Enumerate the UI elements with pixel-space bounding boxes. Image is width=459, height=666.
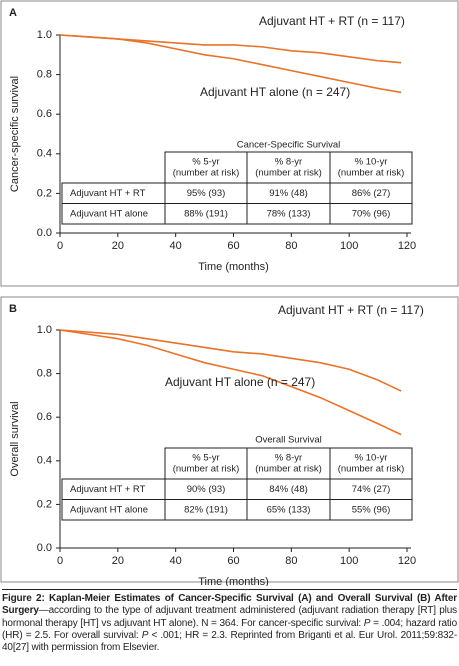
y-tick-label: 0.8 [37, 69, 52, 81]
row-label: Adjuvant HT + RT [70, 188, 146, 199]
table-cell: 91% (48) [269, 188, 308, 199]
survival-curve [59, 329, 402, 392]
table-cell: 78% (133) [267, 208, 311, 219]
x-tick-label: 40 [170, 240, 182, 252]
row-label: Adjuvant HT alone [70, 208, 148, 219]
y-tick-label: 0.0 [37, 542, 52, 554]
column-header: % 8-yr [275, 157, 302, 168]
table-cell: 74% (27) [352, 484, 391, 495]
table-cell: 86% (27) [352, 188, 391, 199]
x-tick-label: 80 [285, 240, 297, 252]
y-tick-label: 0.2 [37, 498, 52, 510]
x-tick-label: 20 [112, 240, 124, 252]
caption: Figure 2: Kaplan-Meier Estimates of Canc… [2, 589, 457, 654]
y-tick-label: 0.2 [37, 187, 52, 199]
survival-curve [59, 34, 402, 94]
x-axis-label: Time (months) [198, 576, 269, 586]
y-tick-label: 0.6 [37, 108, 52, 120]
column-subheader: (number at risk) [255, 168, 322, 179]
column-header: % 10-yr [355, 157, 388, 168]
y-tick-label: 0.4 [37, 148, 52, 160]
figure: A 0.0 0.2 0.4 0.6 0.8 1.0 0 20 40 60 80 100 120 Time (… [0, 0, 459, 586]
table-title: Cancer-Specific Survival [237, 140, 340, 151]
table-cell: 82% (191) [184, 504, 228, 515]
panel-border [0, 0, 459, 287]
table-cell: 90% (93) [187, 484, 226, 495]
x-axis-label: Time (months) [198, 261, 269, 273]
curve-label: Adjuvant HT alone (n = 247) [165, 375, 315, 389]
column-header: % 5-yr [192, 157, 219, 168]
table-cell: 55% (96) [352, 504, 391, 515]
table-cell: 65% (133) [267, 504, 311, 515]
table-cell: 88% (191) [184, 208, 228, 219]
x-tick-label: 0 [57, 240, 63, 252]
column-subheader: (number at risk) [338, 464, 405, 475]
survival-curve [59, 329, 402, 436]
column-header: % 10-yr [355, 453, 388, 464]
y-axis-label: Cancer-specific survival [9, 76, 21, 192]
column-subheader: (number at risk) [338, 168, 405, 179]
caption-text: —according to the type of adjuvant treat… [2, 605, 457, 629]
x-tick-label: 120 [398, 555, 416, 567]
x-tick-label: 40 [170, 555, 182, 567]
column-subheader: (number at risk) [255, 464, 322, 475]
panel-border [0, 296, 459, 583]
table-cell: 84% (48) [269, 484, 308, 495]
caption-text: Figure 2: Kaplan-Meier Estimates of Canc… [2, 593, 457, 617]
table-cell: 70% (96) [352, 208, 391, 219]
column-subheader: (number at risk) [173, 168, 240, 179]
y-tick-label: 0.8 [37, 368, 52, 380]
y-tick-label: 0.6 [37, 411, 52, 423]
x-tick-label: 100 [340, 240, 358, 252]
table-head-bg [164, 447, 413, 480]
x-tick-label: 60 [227, 240, 239, 252]
curve-label: Adjuvant HT + RT (n = 117) [278, 303, 424, 317]
panel-label: A [9, 7, 17, 19]
column-header: % 5-yr [192, 453, 219, 464]
column-header: % 8-yr [275, 453, 302, 464]
y-tick-label: 1.0 [37, 324, 52, 336]
panel-label: B [9, 303, 17, 315]
x-tick-label: 0 [57, 555, 63, 567]
y-tick-label: 1.0 [37, 29, 52, 41]
x-tick-label: 20 [112, 555, 124, 567]
caption-text: P [141, 629, 149, 641]
table-cell: 95% (93) [187, 188, 226, 199]
table-head-bg [164, 151, 413, 184]
x-tick-label: 80 [285, 555, 297, 567]
y-axis-label: Overall survival [9, 401, 21, 476]
y-tick-label: 0.4 [37, 455, 52, 467]
caption-text: < .001; HR = 2.3. Reprinted from Brigant… [2, 629, 457, 654]
curve-label: Adjuvant HT + RT (n = 117) [259, 14, 405, 28]
row-label: Adjuvant HT alone [70, 504, 148, 515]
x-tick-label: 120 [398, 240, 416, 252]
column-subheader: (number at risk) [173, 464, 240, 475]
curve-label: Adjuvant HT alone (n = 247) [200, 85, 350, 99]
table-title: Overall Survival [255, 435, 322, 446]
row-label: Adjuvant HT + RT [70, 484, 146, 495]
y-tick-label: 0.0 [37, 227, 52, 239]
x-tick-label: 60 [227, 555, 239, 567]
caption-text: P [363, 617, 371, 629]
x-tick-label: 100 [340, 555, 358, 567]
caption-text: = .004; hazard ratio (HR) = 2.5. For ove… [2, 617, 457, 641]
